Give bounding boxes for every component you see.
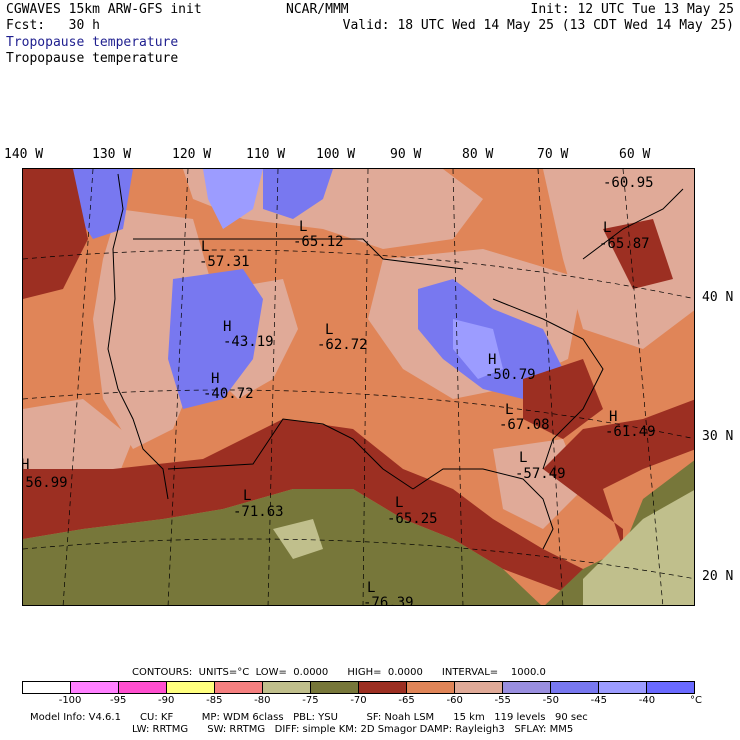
colorbar-swatch (503, 682, 551, 693)
init-time: Init: 12 UTC Tue 13 May 25 (530, 2, 735, 17)
colorbar-tick-label: -95 (109, 695, 127, 706)
colorbar-tick-label: -90 (158, 695, 175, 706)
colorbar-tick-label: -100 (58, 695, 82, 706)
lon-label-110w: 110 W (246, 147, 286, 162)
lon-label-130w: 130 W (92, 147, 132, 162)
lon-label-90w: 90 W (390, 147, 422, 162)
colorbar-tick-label: -70 (350, 695, 367, 706)
extremum-value: -57.49 (515, 466, 566, 482)
contours-info: CONTOURS: UNITS=°C LOW= 0.0000 HIGH= 0.0… (132, 667, 546, 678)
colorbar-swatch (311, 682, 359, 693)
lon-label-70w: 70 W (537, 147, 569, 162)
extremum-value: -57.31 (199, 254, 250, 270)
colorbar-swatch (551, 682, 599, 693)
colorbar-tick-label: -60 (446, 695, 463, 706)
colorbar-swatch (407, 682, 455, 693)
extremum-value: -65.12 (293, 234, 344, 250)
extremum-marker: L (395, 495, 403, 511)
extremum-marker: H (23, 457, 29, 473)
model-info-line-1: Model Info: V4.6.1 CU: KF MP: WDM 6class… (30, 712, 588, 723)
lon-label-140w: 140 W (4, 147, 44, 162)
extremum-value: -43.19 (223, 334, 274, 350)
extremum-value: -56.99 (23, 475, 68, 491)
colorbar-tick-label: -75 (302, 695, 319, 706)
graticule (23, 169, 694, 605)
lat-label-30n: 30 N (702, 429, 734, 444)
extremum-marker: L (243, 488, 251, 504)
extremum-marker: L (519, 450, 527, 466)
field-title-secondary: Tropopause temperature (6, 51, 179, 66)
extremum-marker: L (505, 402, 513, 418)
extremum-marker: H (223, 319, 231, 335)
extremum-value: -71.63 (233, 504, 284, 520)
lon-label-80w: 80 W (462, 147, 494, 162)
colorbar-swatch (647, 682, 694, 693)
colorbar-swatch (359, 682, 407, 693)
colorbar-swatch (23, 682, 71, 693)
valid-time: Valid: 18 UTC Wed 14 May 25 (13 CDT Wed … (342, 18, 734, 33)
colorbar-swatch (215, 682, 263, 693)
extremum-marker: H (488, 352, 496, 368)
extremum-value: -65.25 (387, 511, 438, 527)
colorbar-ticks: -100 -95 -90 -85 -80 -75 -70 -65 -60 -55 -50 -45 -40 (22, 695, 695, 707)
tropopause-temperature-map: H -43.19 H -40.72 H -50.79 H -61.49 H -5… (22, 168, 695, 606)
colorbar-swatch (263, 682, 311, 693)
forecast-hour: Fcst: 30 h (6, 18, 100, 33)
field-band-minus40 (203, 169, 503, 379)
extremum-marker: L (325, 322, 333, 338)
lat-label-40n: 40 N (702, 290, 734, 305)
extremum-value: -61.49 (605, 424, 656, 440)
lon-label-120w: 120 W (172, 147, 212, 162)
field-band-minus75 (273, 490, 694, 605)
colorbar-unit: °C (690, 695, 702, 706)
lat-label-20n: 20 N (702, 569, 734, 584)
extremum-value: -50.79 (485, 367, 536, 383)
colorbar-swatch (71, 682, 119, 693)
extremum-marker: L (367, 580, 375, 596)
colorbar (22, 681, 695, 694)
colorbar-tick-label: -55 (494, 695, 511, 706)
extremum-value: -60.95 (603, 175, 654, 191)
colorbar-tick-label: -80 (254, 695, 271, 706)
colorbar-tick-label: -50 (542, 695, 559, 706)
colorbar-swatch (119, 682, 167, 693)
field-band-minus65 (23, 169, 694, 599)
extremum-value: -67.08 (499, 417, 550, 433)
colorbar-swatch (599, 682, 647, 693)
extremum-marker: L (299, 219, 307, 235)
colorbar-tick-label: -45 (590, 695, 608, 706)
extremum-value: -40.72 (203, 386, 254, 402)
lon-label-100w: 100 W (316, 147, 356, 162)
extremum-marker: H (211, 371, 219, 387)
extremum-marker: H (609, 409, 617, 425)
extremum-value: -76.39 (363, 595, 414, 606)
field-title: Tropopause temperature (6, 35, 179, 50)
model-title: CGWAVES 15km ARW-GFS init (6, 2, 202, 17)
extremum-value: -65.87 (599, 236, 650, 252)
colorbar-swatch (167, 682, 215, 693)
lon-label-60w: 60 W (619, 147, 651, 162)
colorbar-tick-label: -40 (638, 695, 656, 706)
colorbar-swatch (455, 682, 503, 693)
organization: NCAR/MMM (286, 2, 349, 17)
extremum-value: -62.72 (317, 337, 368, 353)
model-info-line-2: LW: RRTMG SW: RRTMG DIFF: simple KM: 2D … (132, 724, 574, 735)
map-outlines (107, 173, 684, 550)
extremum-marker: L (603, 220, 611, 236)
colorbar-tick-label: -85 (206, 695, 223, 706)
extremum-marker: L (201, 239, 209, 255)
colorbar-tick-label: -65 (398, 695, 415, 706)
